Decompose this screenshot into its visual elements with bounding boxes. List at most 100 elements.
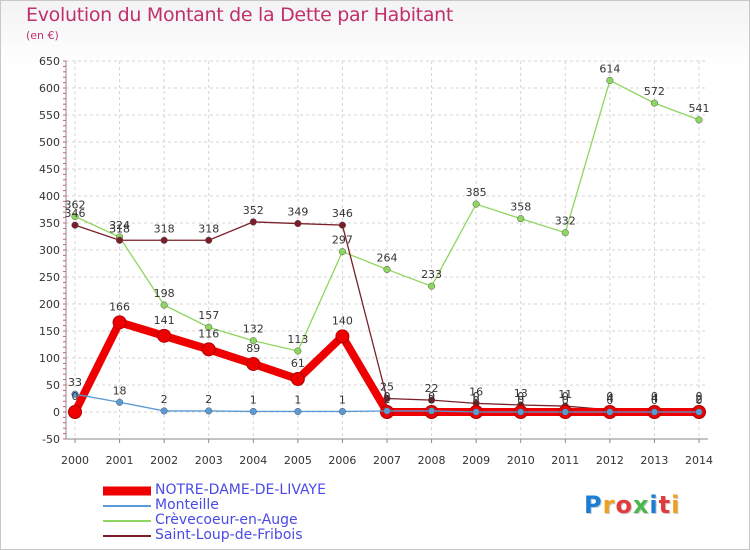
logo-letter: r: [602, 491, 616, 519]
data-label-0: 0: [696, 390, 703, 403]
data-point-2: [294, 347, 302, 355]
y-tick-label: 450: [39, 163, 60, 176]
y-tick-label: -50: [42, 433, 60, 446]
data-point-0: [201, 342, 216, 357]
x-tick-label: 2011: [551, 454, 579, 467]
data-label-3: 11: [558, 388, 572, 401]
logo-letter: o: [615, 491, 633, 519]
data-label-2: 132: [243, 323, 264, 336]
y-tick-label: 250: [39, 271, 60, 284]
data-label-1: 0: [562, 394, 569, 407]
y-tick-label: 200: [39, 298, 60, 311]
legend-item-notre-dame[interactable]: NOTRE-DAME-DE-LIVAYE: [103, 483, 326, 498]
proxiti-logo: Proxiti: [584, 491, 680, 519]
y-tick-label: 100: [39, 352, 60, 365]
data-label-3: 352: [243, 204, 264, 217]
data-point-1: [650, 408, 658, 416]
data-label-3: 346: [65, 207, 86, 220]
data-label-1: 1: [294, 393, 301, 406]
data-point-2: [383, 265, 391, 273]
data-label-0: 0: [606, 390, 613, 403]
data-label-3: 349: [287, 206, 308, 219]
data-label-2: 358: [510, 201, 531, 214]
x-tick-label: 2012: [596, 454, 624, 467]
data-point-0: [157, 328, 172, 343]
y-tick-label: 50: [46, 379, 60, 392]
data-label-1: 18: [113, 384, 127, 397]
data-point-3: [205, 236, 213, 244]
data-point-2: [338, 248, 346, 256]
data-label-1: 0: [606, 394, 613, 407]
data-label-0: 166: [109, 300, 130, 313]
data-label-2: 297: [332, 234, 353, 247]
data-label-1: 2: [205, 393, 212, 406]
legend-label-notre-dame: NOTRE-DAME-DE-LIVAYE: [155, 482, 326, 498]
data-point-1: [338, 407, 346, 416]
data-label-3: 2: [696, 393, 703, 406]
data-point-0: [246, 356, 261, 371]
y-tick-label: 400: [39, 190, 60, 203]
data-label-2: 385: [466, 186, 487, 199]
data-label-3: 346: [332, 207, 353, 220]
y-tick-label: 600: [39, 82, 60, 95]
x-tick-label: 2006: [328, 454, 356, 467]
data-label-2: 113: [287, 333, 308, 346]
data-point-3: [428, 396, 436, 404]
data-label-2: 572: [644, 85, 665, 98]
data-point-1: [249, 407, 257, 416]
data-label-2: 614: [599, 62, 620, 75]
data-label-0: 89: [246, 342, 260, 355]
data-label-1: 1: [250, 393, 257, 406]
data-point-0: [335, 329, 350, 344]
data-label-0: 0: [428, 390, 435, 403]
data-point-1: [606, 408, 614, 416]
logo-letter: i: [671, 491, 681, 519]
data-label-1: 2: [384, 393, 391, 406]
legend-item-monteille[interactable]: Monteille: [103, 498, 326, 513]
legend-item-saint-loup[interactable]: Saint-Loup-de-Fribois: [103, 528, 326, 543]
data-point-1: [517, 408, 525, 416]
data-point-3: [338, 221, 346, 229]
data-label-2: 332: [555, 215, 576, 228]
data-label-0: 141: [154, 314, 175, 327]
legend-label-monteille: Monteille: [155, 497, 219, 513]
data-label-3: 4: [606, 392, 613, 405]
data-point-3: [294, 219, 302, 228]
data-point-3: [116, 236, 124, 244]
data-label-0: 0: [562, 390, 569, 403]
data-label-3: 25: [380, 381, 394, 394]
x-tick-label: 2010: [507, 454, 535, 467]
data-label-2: 198: [154, 287, 175, 300]
data-point-2: [561, 229, 569, 237]
data-point-2: [650, 99, 658, 107]
data-point-2: [160, 301, 168, 309]
y-tick-label: 150: [39, 325, 60, 338]
legend-swatch-crevecoeur: [103, 519, 151, 522]
data-point-2: [517, 215, 525, 223]
data-point-1: [160, 407, 168, 415]
data-point-1: [472, 408, 480, 416]
data-label-0: 0: [72, 390, 79, 403]
data-point-0: [290, 372, 305, 387]
legend-swatch-notre-dame: [103, 486, 151, 495]
legend-item-crevecoeur[interactable]: Crèvecoeur-en-Auge: [103, 513, 326, 528]
data-label-1: 0: [517, 394, 524, 407]
data-label-3: 4: [651, 392, 658, 405]
data-label-1: 33: [68, 376, 82, 389]
data-point-1: [71, 390, 79, 398]
x-tick-label: 2000: [61, 454, 89, 467]
y-tick-label: 300: [39, 244, 60, 257]
data-label-2: 324: [109, 219, 130, 232]
data-label-3: 318: [198, 222, 219, 235]
data-point-2: [695, 116, 703, 124]
x-tick-label: 2004: [239, 454, 267, 467]
data-point-1: [205, 407, 213, 415]
x-tick-label: 2013: [640, 454, 668, 467]
data-point-1: [561, 408, 569, 416]
x-tick-label: 2008: [418, 454, 446, 467]
legend-label-crevecoeur: Crèvecoeur-en-Auge: [155, 512, 298, 528]
data-point-1: [428, 407, 436, 415]
data-point-1: [383, 407, 391, 415]
